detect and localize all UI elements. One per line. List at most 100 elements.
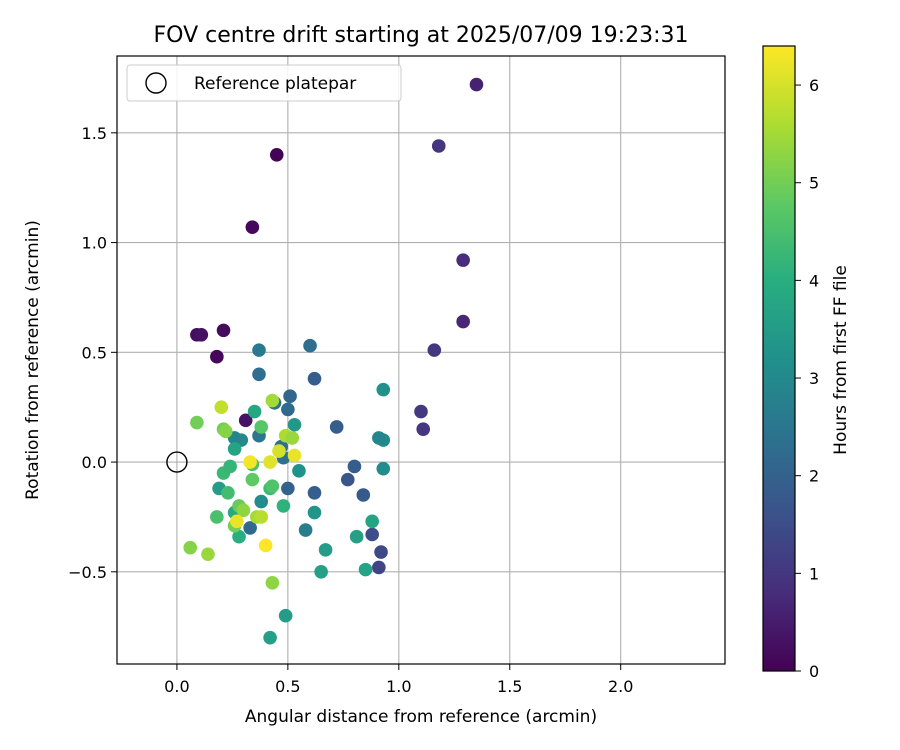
data-point xyxy=(307,371,322,386)
data-point xyxy=(374,545,388,559)
colorbar-tick-label: 3 xyxy=(809,369,819,388)
colorbar: 0 1 2 3 4 5 6 Hours from first FF file xyxy=(762,45,851,681)
data-point xyxy=(263,455,277,469)
data-point xyxy=(223,459,237,474)
data-point xyxy=(287,417,302,432)
colorbar-gradient xyxy=(763,46,795,671)
colorbar-tick-label: 6 xyxy=(809,76,819,95)
data-point xyxy=(258,538,273,553)
data-point xyxy=(254,420,269,434)
colorbar-tick-label: 0 xyxy=(809,662,819,681)
data-point xyxy=(283,389,297,404)
data-point xyxy=(190,415,204,430)
data-point xyxy=(236,503,251,518)
x-tick-label: 1.0 xyxy=(386,677,411,696)
data-point xyxy=(456,253,470,267)
data-point xyxy=(365,514,379,529)
reference-platepar-marker xyxy=(166,451,188,473)
data-point xyxy=(214,400,229,414)
colorbar-ticks: 0 1 2 3 4 5 6 xyxy=(795,76,819,681)
data-point xyxy=(376,461,391,476)
data-point xyxy=(356,488,371,502)
legend-box xyxy=(126,64,402,102)
data-point xyxy=(254,510,269,524)
data-point xyxy=(427,343,442,357)
data-point xyxy=(218,424,233,439)
data-point xyxy=(281,402,295,417)
y-tick-label: 0.0 xyxy=(82,453,107,472)
data-point xyxy=(376,382,391,397)
data-point xyxy=(247,404,262,419)
data-point xyxy=(431,139,446,153)
grid xyxy=(117,56,725,664)
x-axis-ticks: 0.0 0.5 1.0 1.5 2.0 xyxy=(164,664,633,696)
data-point xyxy=(358,562,373,577)
x-tick-label: 0.5 xyxy=(275,677,300,696)
x-tick-label: 2.0 xyxy=(608,677,633,696)
colorbar-label: Hours from first FF file xyxy=(831,265,851,455)
legend-open-circle-icon xyxy=(145,72,167,94)
data-point xyxy=(243,455,257,469)
data-point xyxy=(347,459,362,474)
data-point xyxy=(232,529,246,544)
data-point xyxy=(221,485,235,500)
x-axis-label: Angular distance from reference (arcmin) xyxy=(245,707,597,727)
data-point xyxy=(263,630,277,645)
reference-marker-group xyxy=(166,451,188,473)
data-point xyxy=(254,494,269,509)
x-tick-label: 1.5 xyxy=(497,677,522,696)
y-axis-ticks: −0.5 0.0 0.5 1.0 1.5 xyxy=(68,124,117,582)
data-point xyxy=(414,404,428,419)
y-tick-label: 1.5 xyxy=(82,124,107,143)
data-point xyxy=(456,314,470,329)
data-point xyxy=(292,464,306,478)
data-point xyxy=(372,560,386,575)
plot-frame xyxy=(116,55,726,665)
data-point xyxy=(252,367,266,382)
chart-title: FOV centre drift starting at 2025/07/09 … xyxy=(154,23,689,48)
colorbar-frame xyxy=(762,45,796,672)
data-point xyxy=(265,393,280,408)
data-point xyxy=(349,529,364,544)
data-point xyxy=(285,431,300,445)
data-point xyxy=(278,608,293,623)
data-point xyxy=(276,499,291,513)
data-point xyxy=(287,448,302,463)
data-point xyxy=(372,431,386,445)
data-point xyxy=(210,510,224,524)
y-tick-label: 0.5 xyxy=(82,343,107,362)
colorbar-tick-label: 2 xyxy=(809,467,819,486)
data-point xyxy=(210,349,224,364)
data-point xyxy=(245,220,260,235)
data-point xyxy=(269,147,284,162)
data-point xyxy=(194,327,209,342)
y-tick-label: 1.0 xyxy=(82,234,107,253)
y-tick-label: −0.5 xyxy=(68,563,107,582)
legend-entry-label: Reference platepar xyxy=(194,74,356,94)
data-point xyxy=(469,77,484,92)
data-point xyxy=(216,323,231,338)
data-point xyxy=(318,543,333,557)
data-point xyxy=(303,338,317,353)
data-point xyxy=(365,527,379,542)
data-points xyxy=(183,77,484,645)
data-point xyxy=(416,422,431,436)
colorbar-tick-label: 4 xyxy=(809,271,819,290)
data-point xyxy=(307,485,322,500)
data-point xyxy=(183,540,198,555)
data-point xyxy=(281,481,295,496)
data-point xyxy=(272,444,286,458)
legend: Reference platepar xyxy=(126,64,402,102)
data-point xyxy=(230,514,244,529)
data-point xyxy=(252,343,266,357)
data-point xyxy=(265,479,280,494)
data-point xyxy=(243,521,257,535)
data-point xyxy=(329,420,344,434)
colorbar-tick-label: 1 xyxy=(809,564,819,583)
data-point xyxy=(227,442,242,456)
data-point xyxy=(307,505,322,520)
data-point xyxy=(245,472,260,487)
data-point xyxy=(314,565,328,579)
data-point xyxy=(265,575,280,590)
